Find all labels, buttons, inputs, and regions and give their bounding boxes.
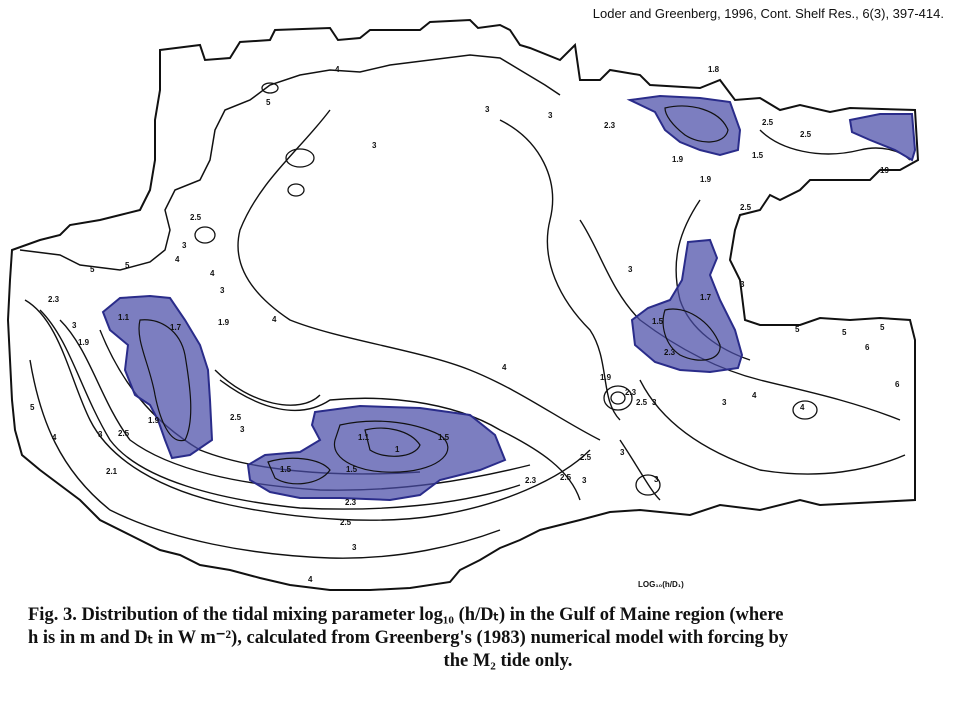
shaded-region-northeast — [848, 113, 917, 162]
contour-label: 3 — [485, 105, 490, 114]
contour-label: 3 — [740, 280, 745, 289]
inner-coast — [19, 54, 561, 271]
contour-label: 1.5 — [652, 317, 664, 326]
contour-labels: 2.3 3 1.9 4 5 2.5 3 2.1 1.9 1.7 1.1 1.9 … — [30, 65, 900, 584]
legend-label: LOG₁₀(h/D₁) — [638, 580, 684, 589]
contour-label: 2.3 — [625, 388, 637, 397]
contour-label: 3 — [372, 141, 377, 150]
contour-label: 2.5 — [230, 413, 242, 422]
caption-line-3: the M₂ tide only. — [443, 651, 573, 671]
tidal-mixing-map: 2.3 3 1.9 4 5 2.5 3 2.1 1.9 1.7 1.1 1.9 … — [6, 18, 920, 591]
contour-label: 5 — [90, 265, 95, 274]
inner-contours — [138, 105, 729, 485]
contour-label: 1.7 — [170, 323, 182, 332]
contour-label: 3 — [98, 430, 103, 439]
contour-label: 3 — [72, 321, 77, 330]
contour-label: 1.9 — [218, 318, 230, 327]
coastline — [6, 18, 920, 591]
contour-label: 3 — [182, 241, 187, 250]
contour-label: 5 — [842, 328, 847, 337]
contour-label: 1.5 — [752, 151, 764, 160]
contour-label: 1.9 — [700, 175, 712, 184]
contour-label: 3 — [352, 543, 357, 552]
contour-label: 6 — [865, 343, 870, 352]
contour-label: 2.5 — [740, 203, 752, 212]
citation: Loder and Greenberg, 1996, Cont. Shelf R… — [592, 6, 944, 21]
contour-label: 2.5 — [762, 118, 774, 127]
caption-line-1: Fig. 3. Distribution of the tidal mixing… — [28, 605, 784, 625]
contour-label: 4 — [502, 363, 507, 372]
figure-caption: Fig. 3. Distribution of the tidal mixing… — [28, 604, 928, 673]
contour-label: 5 — [30, 403, 35, 412]
contour-label: 2.3 — [345, 498, 357, 507]
contour-label: 5 — [125, 261, 130, 270]
contour-label: 2.3 — [664, 348, 676, 357]
contour-label: 3 — [548, 111, 553, 120]
contour-label: 1.5 — [280, 465, 292, 474]
contour-label: 1.9 — [148, 416, 160, 425]
contour-label: 6 — [895, 380, 900, 389]
contour-label: 4 — [752, 391, 757, 400]
contour-label: 2.5 — [340, 518, 352, 527]
contour-label: 2.5 — [560, 473, 572, 482]
contour-label: 3 — [652, 398, 657, 407]
shaded-regions — [101, 94, 917, 502]
contour-label: 4 — [800, 403, 805, 412]
contour-label: 2.3 — [48, 295, 60, 304]
closed-contours — [194, 82, 818, 496]
contour-label: 4 — [335, 65, 340, 74]
contour-label: 1.7 — [700, 293, 712, 302]
contour-label: 4 — [52, 433, 57, 442]
shaded-region-southwest — [101, 294, 214, 460]
contour-label: 4 — [175, 255, 180, 264]
contour-label: 1.9 — [672, 155, 684, 164]
caption-line-2: h is in m and Dₜ in W m⁻²), calculated f… — [28, 628, 789, 648]
contour-label: 3 — [722, 398, 727, 407]
contour-label: 2.5 — [118, 429, 130, 438]
contour-label: 2.5 — [800, 130, 812, 139]
contour-label: 19 — [880, 166, 889, 175]
contour-label: 2.5 — [190, 213, 202, 222]
contour-label: 1.5 — [346, 465, 358, 474]
contour-label: 5 — [880, 323, 885, 332]
contour-label: 2.3 — [525, 476, 537, 485]
shaded-region-bay-of-fundy — [630, 238, 744, 374]
contour-label: 2.5 — [636, 398, 648, 407]
contour-label: 3 — [582, 476, 587, 485]
contour-label: 4 — [272, 315, 277, 324]
contour-label: 4 — [210, 269, 215, 278]
contour-label: 3 — [654, 475, 659, 484]
contour-label: 1.9 — [600, 373, 612, 382]
contour-label: 3 — [620, 448, 625, 457]
contour-label: 1.8 — [708, 65, 720, 74]
contour-label: 1.1 — [118, 313, 130, 322]
contour-label: 1.1 — [358, 433, 370, 442]
contour-label: 1 — [395, 445, 400, 454]
contour-label: 3 — [628, 265, 633, 274]
contour-label: 2.3 — [604, 121, 616, 130]
contour-label: 1.5 — [438, 433, 450, 442]
contour-label: 1.9 — [78, 338, 90, 347]
contour-label: 4 — [308, 575, 313, 584]
contour-label: 2.1 — [106, 467, 118, 476]
shaded-region-minas — [626, 94, 742, 157]
contour-label: 2.5 — [580, 453, 592, 462]
contour-label: 3 — [240, 425, 245, 434]
contour-label: 5 — [266, 98, 271, 107]
contour-label: 3 — [220, 286, 225, 295]
contour-label: 5 — [795, 325, 800, 334]
